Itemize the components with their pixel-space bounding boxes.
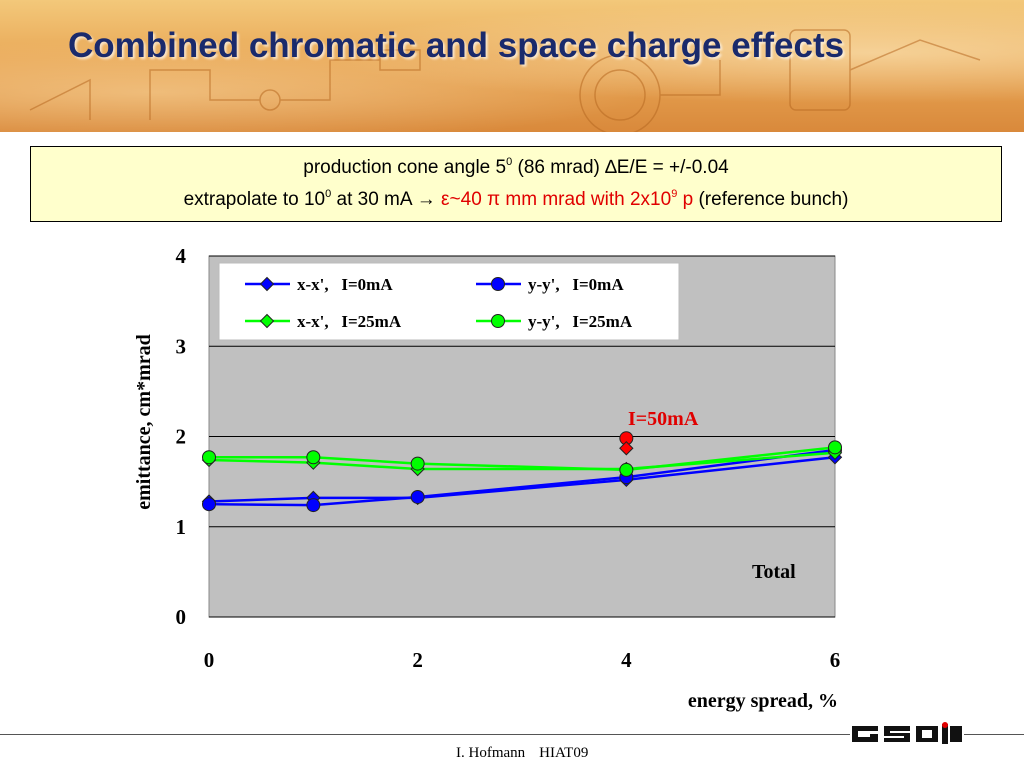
annotation-total: Total xyxy=(752,561,796,583)
footer-divider xyxy=(0,734,1024,735)
info-line-2-highlight-superscript: 9 xyxy=(671,188,678,200)
info-line-1: production cone angle 50 (86 mrad) ∆E/E … xyxy=(31,157,1001,179)
x-axis-label: energy spread, % xyxy=(688,690,838,712)
series-4-point xyxy=(619,462,634,477)
x-tick-label: 6 xyxy=(830,648,841,672)
info-line-2-superscript: 0 xyxy=(325,188,332,200)
footer-event: HIAT09 xyxy=(539,745,589,761)
info-line-2-tail: (reference bunch) xyxy=(693,189,849,210)
gsi-logo xyxy=(850,722,964,744)
annotation-i50ma: I=50mA xyxy=(628,408,699,430)
info-line-2: extrapolate to 100 at 30 mA → ε~40 π mm … xyxy=(31,189,1001,211)
series-4-point xyxy=(410,456,425,471)
series-4-point xyxy=(828,440,842,455)
emittance-chart: 0 1 2 3 4 0 2 4 6 energy spread, % emittance, cm*m… xyxy=(133,244,843,712)
legend-label-3: x-x', I=25mA xyxy=(297,312,402,331)
info-line-2-highlight-text: ε~40 π mm mrad with 2x10 xyxy=(435,189,672,210)
slide-header: Combined chromatic and space charge effe… xyxy=(0,0,1024,132)
info-line-2-highlight-unit: p xyxy=(677,189,694,210)
series-4-point xyxy=(202,450,216,465)
x-tick-label: 0 xyxy=(204,648,215,672)
footer-author: I. Hofmann xyxy=(456,745,526,761)
legend-label-4: y-y', I=25mA xyxy=(528,312,633,331)
legend-swatch-marker-1 xyxy=(259,276,275,292)
y-tick-label: 3 xyxy=(176,334,187,358)
series-4-point xyxy=(306,450,321,465)
page-title: Combined chromatic and space charge effe… xyxy=(68,26,845,65)
legend-box xyxy=(218,262,680,341)
y-tick-label: 4 xyxy=(176,244,187,268)
y-tick-label: 0 xyxy=(176,605,187,629)
x-tick-label: 2 xyxy=(412,648,423,672)
series-2-point xyxy=(410,489,425,504)
legend-label-1: x-x', I=0mA xyxy=(297,275,393,294)
legend-swatch-marker-3 xyxy=(259,313,275,329)
y-tick-label: 1 xyxy=(176,515,187,539)
arrow-icon: → xyxy=(416,189,436,210)
info-line-1-superscript: 0 xyxy=(506,156,513,168)
x-tick-label: 4 xyxy=(621,648,632,672)
chart-container: 0 1 2 3 4 0 2 4 6 energy spread, % emittance, cm*m… xyxy=(0,232,1024,732)
info-box: production cone angle 50 (86 mrad) ∆E/E … xyxy=(30,146,1002,222)
red-point-2 xyxy=(619,441,634,456)
legend-swatch-marker-2 xyxy=(491,277,505,291)
y-axis-label: emittance, cm*mrad xyxy=(133,334,155,510)
y-tick-label: 2 xyxy=(176,425,187,449)
info-line-1-text-a: production cone angle 5 xyxy=(303,157,507,178)
legend-label-2: y-y', I=0mA xyxy=(528,275,624,294)
series-2-point xyxy=(306,498,321,513)
info-line-1-text-b: (86 mrad) ∆E/E = +/-0.04 xyxy=(512,157,729,178)
footer: I. Hofmann HIAT09 xyxy=(456,745,588,762)
legend-swatch-marker-4 xyxy=(491,314,505,328)
series-2-point xyxy=(202,497,216,512)
info-line-2-text-a: extrapolate to 10 xyxy=(183,189,326,210)
header-background-glow xyxy=(0,0,1024,132)
header-decoration xyxy=(29,29,981,132)
info-line-2-text-b: at 30 mA xyxy=(331,189,417,210)
info-line-2-highlight: ε~40 π mm mrad with 2x109 p xyxy=(435,188,694,211)
